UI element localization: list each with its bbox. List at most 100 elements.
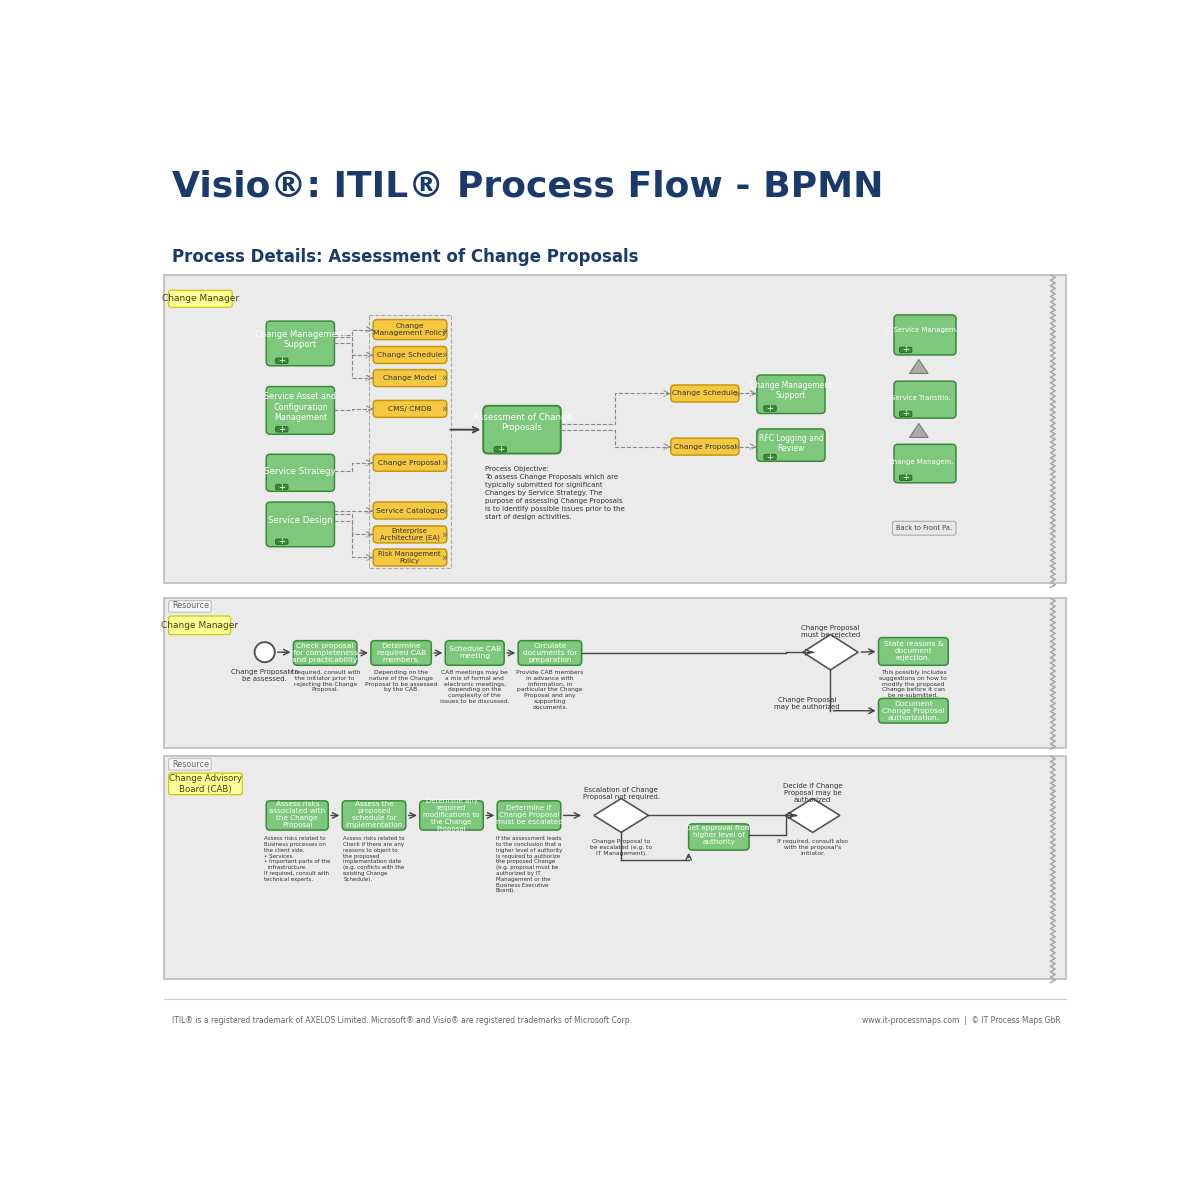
FancyBboxPatch shape [371, 641, 431, 665]
Text: Assess risks related to
Business processes on
the client side.
• Services.
• Imp: Assess risks related to Business process… [264, 836, 330, 882]
Text: Depending on the
nature of the Change
Proposal to be assessed
by the CAB.: Depending on the nature of the Change Pr… [365, 670, 437, 692]
Text: Assess risks related to
Check if there are any
reasons to object to
the proposed: Assess risks related to Check if there a… [343, 836, 404, 882]
Polygon shape [785, 798, 840, 833]
FancyBboxPatch shape [373, 347, 446, 364]
Text: Change Schedule: Change Schedule [672, 390, 738, 396]
Text: +: + [497, 445, 504, 454]
FancyBboxPatch shape [894, 314, 956, 355]
Text: Decide if Change
Proposal may be
authorized: Decide if Change Proposal may be authori… [782, 784, 842, 803]
FancyBboxPatch shape [893, 521, 956, 535]
FancyBboxPatch shape [764, 406, 776, 412]
Text: Service Strategy: Service Strategy [264, 467, 336, 475]
Text: Visio®: ITIL® Process Flow - BPMN: Visio®: ITIL® Process Flow - BPMN [172, 169, 883, 203]
FancyBboxPatch shape [266, 800, 329, 830]
Text: Determine
required CAB
members.: Determine required CAB members. [377, 643, 426, 662]
FancyBboxPatch shape [373, 370, 446, 386]
Text: Change Manager: Change Manager [162, 294, 239, 304]
Text: CMS/ CMDB: CMS/ CMDB [388, 406, 432, 412]
FancyBboxPatch shape [373, 319, 446, 340]
FancyBboxPatch shape [900, 475, 912, 480]
Text: Schedule CAB
meeting: Schedule CAB meeting [449, 647, 500, 660]
Bar [164, 756, 1066, 979]
FancyBboxPatch shape [168, 616, 230, 635]
FancyBboxPatch shape [276, 539, 288, 545]
Text: Assess risks
associated with
the Change
Proposal: Assess risks associated with the Change … [269, 802, 325, 828]
Text: Service Transitio.: Service Transitio. [892, 395, 950, 401]
FancyBboxPatch shape [894, 444, 956, 482]
Text: +: + [278, 482, 286, 492]
FancyBboxPatch shape [671, 438, 739, 455]
Polygon shape [910, 424, 928, 437]
Text: If the assessment leads
to the conclusion that a
higher level of authority
is re: If the assessment leads to the conclusio… [496, 836, 562, 894]
Text: www.it-processmaps.com  |  © IT Process Maps GbR: www.it-processmaps.com | © IT Process Ma… [862, 1015, 1061, 1025]
FancyBboxPatch shape [342, 800, 406, 830]
Text: »: » [733, 389, 739, 398]
Text: »: » [440, 552, 446, 563]
FancyBboxPatch shape [266, 322, 335, 366]
Text: Back to Front Pa.: Back to Front Pa. [896, 526, 953, 532]
Text: »: » [440, 404, 446, 414]
Text: This possibly includes
suggestions on how to
modify the proposed
Change before i: This possibly includes suggestions on ho… [880, 670, 947, 698]
Text: Change Proposal: Change Proposal [378, 460, 440, 466]
Text: Assess the
proposed
schedule for
implementation: Assess the proposed schedule for impleme… [346, 802, 402, 828]
FancyBboxPatch shape [276, 426, 288, 432]
Text: State reasons &
document
rejection.: State reasons & document rejection. [883, 642, 943, 661]
Text: Determine if
Change Proposal
must be escalated: Determine if Change Proposal must be esc… [496, 805, 563, 824]
Bar [164, 275, 1066, 583]
Text: »: » [440, 505, 446, 516]
FancyBboxPatch shape [373, 526, 446, 542]
Text: Document
Change Proposal
authorization.: Document Change Proposal authorization. [882, 701, 944, 721]
FancyBboxPatch shape [445, 641, 504, 665]
Text: +: + [278, 425, 286, 433]
FancyBboxPatch shape [373, 502, 446, 518]
Text: IT Service Managem.: IT Service Managem. [884, 328, 958, 334]
FancyBboxPatch shape [276, 358, 288, 364]
FancyBboxPatch shape [266, 502, 335, 547]
Text: Provide CAB members
in advance with
information, in
particular the Change
Propos: Provide CAB members in advance with info… [516, 670, 583, 709]
Text: Change Managem.: Change Managem. [888, 460, 954, 466]
Text: »: » [733, 442, 739, 451]
Text: +: + [767, 452, 774, 462]
FancyBboxPatch shape [878, 698, 948, 724]
Text: »: » [440, 350, 446, 360]
FancyBboxPatch shape [878, 637, 948, 665]
Text: Process Objective:
To assess Change Proposals which are
typically submitted for : Process Objective: To assess Change Prop… [485, 466, 624, 520]
Text: Determine any
required
modifications to
the Change
Proposal: Determine any required modifications to … [424, 798, 480, 832]
FancyBboxPatch shape [266, 386, 335, 434]
Text: Change Management
Support: Change Management Support [256, 330, 346, 349]
Text: +: + [767, 404, 774, 413]
Text: Service Asset and
Configuration
Management: Service Asset and Configuration Manageme… [264, 392, 336, 422]
Text: RFC Logging and
Review: RFC Logging and Review [758, 434, 823, 454]
FancyBboxPatch shape [168, 601, 211, 612]
Text: +: + [902, 409, 910, 419]
FancyBboxPatch shape [900, 412, 912, 416]
Text: Change Proposal
must be rejected: Change Proposal must be rejected [800, 625, 860, 638]
Text: Change Schedule: Change Schedule [377, 352, 443, 358]
FancyBboxPatch shape [293, 641, 356, 665]
FancyBboxPatch shape [484, 406, 560, 454]
FancyBboxPatch shape [276, 485, 288, 490]
Text: »: » [440, 529, 446, 539]
Text: Change Manager: Change Manager [161, 620, 238, 630]
Text: ITIL® is a registered trademark of AXELOS Limited. Microsoft® and Visio® are reg: ITIL® is a registered trademark of AXELO… [172, 1015, 631, 1025]
Bar [164, 599, 1066, 749]
FancyBboxPatch shape [894, 382, 956, 418]
Polygon shape [594, 798, 648, 833]
Text: +: + [902, 473, 910, 482]
Text: Change Model: Change Model [383, 376, 437, 382]
Text: Get approval from
higher level of
authority: Get approval from higher level of author… [686, 826, 751, 846]
Polygon shape [910, 360, 928, 373]
Text: Circulate
documents for
preparation: Circulate documents for preparation [523, 643, 577, 662]
Text: Resource: Resource [172, 760, 209, 769]
FancyBboxPatch shape [266, 455, 335, 491]
FancyBboxPatch shape [373, 455, 446, 472]
FancyBboxPatch shape [373, 550, 446, 566]
Text: Change Management
Support: Change Management Support [750, 380, 832, 400]
FancyBboxPatch shape [764, 455, 776, 460]
Text: CAB meetings may be
a mix of formal and
electronic meetings,
depending on the
co: CAB meetings may be a mix of formal and … [440, 670, 510, 704]
Bar [370, 314, 451, 568]
FancyBboxPatch shape [900, 347, 912, 353]
Text: »: » [440, 457, 446, 468]
Text: Assessment of Change
Proposals: Assessment of Change Proposals [473, 413, 571, 432]
Text: Escalation of Change
Proposal not required.: Escalation of Change Proposal not requir… [583, 787, 660, 799]
